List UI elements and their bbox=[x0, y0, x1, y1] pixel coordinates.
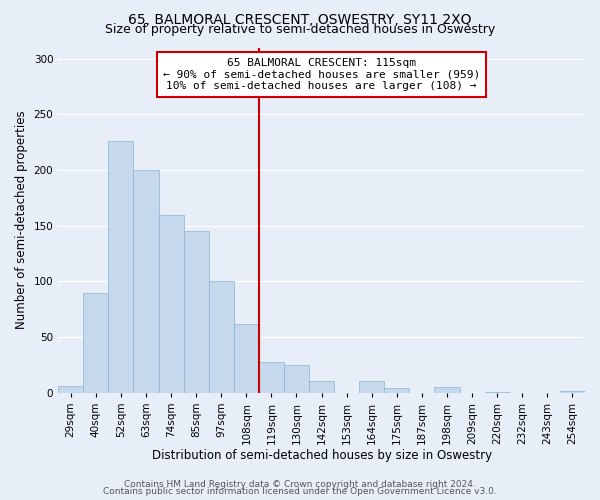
Text: 65, BALMORAL CRESCENT, OSWESTRY, SY11 2XQ: 65, BALMORAL CRESCENT, OSWESTRY, SY11 2X… bbox=[128, 12, 472, 26]
X-axis label: Distribution of semi-detached houses by size in Oswestry: Distribution of semi-detached houses by … bbox=[152, 450, 491, 462]
Text: Contains public sector information licensed under the Open Government Licence v3: Contains public sector information licen… bbox=[103, 487, 497, 496]
Text: 65 BALMORAL CRESCENT: 115sqm
← 90% of semi-detached houses are smaller (959)
10%: 65 BALMORAL CRESCENT: 115sqm ← 90% of se… bbox=[163, 58, 480, 91]
Bar bbox=[209, 282, 234, 393]
Bar bbox=[184, 232, 209, 393]
Bar bbox=[284, 365, 309, 393]
Bar bbox=[133, 170, 158, 393]
Bar bbox=[234, 324, 259, 393]
Bar bbox=[158, 214, 184, 393]
Bar bbox=[385, 388, 409, 393]
Bar bbox=[83, 292, 109, 393]
Bar bbox=[109, 141, 133, 393]
Text: Size of property relative to semi-detached houses in Oswestry: Size of property relative to semi-detach… bbox=[105, 22, 495, 36]
Bar bbox=[309, 380, 334, 393]
Text: Contains HM Land Registry data © Crown copyright and database right 2024.: Contains HM Land Registry data © Crown c… bbox=[124, 480, 476, 489]
Bar bbox=[359, 380, 385, 393]
Bar bbox=[58, 386, 83, 393]
Bar bbox=[434, 387, 460, 393]
Bar bbox=[485, 392, 510, 393]
Bar bbox=[560, 390, 585, 393]
Y-axis label: Number of semi-detached properties: Number of semi-detached properties bbox=[15, 111, 28, 330]
Bar bbox=[259, 362, 284, 393]
